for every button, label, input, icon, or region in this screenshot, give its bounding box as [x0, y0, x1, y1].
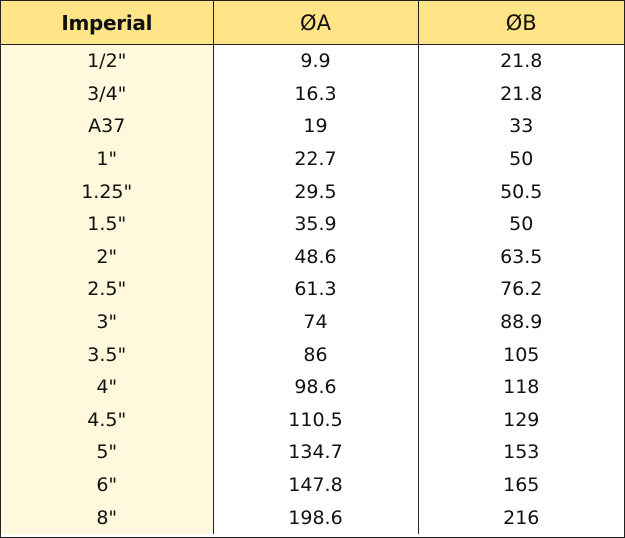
header-imperial: Imperial	[1, 1, 214, 45]
cell-diameter-b: 76.2	[500, 278, 543, 301]
cell-diameter-b: 50	[509, 148, 534, 171]
cell-diameter-a: 22.7	[213, 142, 419, 176]
table-row: 2" 48.6 63.5	[1, 240, 624, 274]
cell-diameter-b: 50.5	[500, 180, 543, 203]
table-row: 3/4" 16.3 21.8	[1, 77, 624, 111]
table-row: A37 19 33	[1, 110, 624, 143]
cell-imperial: 1.5"	[1, 207, 214, 241]
table-row: 5" 134.7 153	[1, 436, 624, 469]
table-row: 3" 74 88.9	[1, 305, 624, 339]
cell-imperial: 2"	[1, 240, 214, 274]
table-row: 1.5" 35.9 50	[1, 207, 624, 241]
cell-diameter-b: 129	[503, 408, 540, 431]
cell-imperial: 3/4"	[1, 77, 214, 111]
header-diameter-a: ØA	[213, 1, 419, 45]
cell-diameter-b: 118	[503, 376, 540, 399]
cell-imperial: 1.25"	[1, 175, 214, 208]
table-row: 4.5" 110.5 129	[1, 403, 624, 437]
cell-diameter-a: 86	[213, 338, 419, 371]
table-row: 1.25" 29.5 50.5	[1, 175, 624, 208]
cell-diameter-a: 35.9	[213, 207, 419, 241]
cell-imperial: A37	[1, 110, 214, 143]
cell-diameter-b: 105	[503, 343, 540, 366]
cell-diameter-a: 110.5	[213, 403, 419, 437]
header-diameter-b: ØB	[418, 1, 624, 45]
table-row: 2.5" 61.3 76.2	[1, 273, 624, 306]
cell-diameter-b: 216	[503, 506, 540, 529]
cell-diameter-a: 61.3	[213, 273, 419, 306]
cell-imperial: 2.5"	[1, 273, 214, 306]
cell-imperial: 5"	[1, 436, 214, 469]
cell-diameter-a: 98.6	[213, 370, 419, 404]
cell-diameter-b: 21.8	[500, 82, 543, 105]
cell-diameter-a: 74	[213, 305, 419, 339]
cell-imperial: 8"	[1, 501, 214, 534]
cell-diameter-a: 134.7	[213, 436, 419, 469]
table-row: 6" 147.8 165	[1, 468, 624, 502]
cell-diameter-a: 16.3	[213, 77, 419, 111]
table-row: 1" 22.7 50	[1, 142, 624, 176]
cell-diameter-b: 63.5	[500, 245, 543, 268]
cell-diameter-b: 165	[503, 474, 540, 497]
cell-diameter-b: 21.8	[500, 50, 543, 73]
cell-diameter-b: 88.9	[500, 311, 543, 334]
table-row: 1/2" 9.9 21.8	[1, 44, 624, 78]
cell-diameter-a: 29.5	[213, 175, 419, 208]
cell-diameter-a: 198.6	[213, 501, 419, 534]
cell-imperial: 4.5"	[1, 403, 214, 437]
cell-diameter-a: 19	[213, 110, 419, 143]
table-row: 3.5" 86 105	[1, 338, 624, 371]
cell-diameter-b: 33	[509, 115, 534, 138]
cell-imperial: 1/2"	[1, 44, 214, 78]
cell-diameter-b: 50	[509, 213, 534, 236]
cell-imperial: 4"	[1, 370, 214, 404]
table-body: 1/2" 9.9 21.8 3/4" 16.3 21.8 A37 19 33 1" 22.7 50 1.…	[1, 44, 624, 534]
cell-diameter-a: 48.6	[213, 240, 419, 274]
cell-imperial: 1"	[1, 142, 214, 176]
table-row: 4" 98.6 118	[1, 370, 624, 404]
cell-imperial: 3.5"	[1, 338, 214, 371]
cell-imperial: 3"	[1, 305, 214, 339]
cell-imperial: 6"	[1, 468, 214, 502]
table-row: 8" 198.6 216	[1, 501, 624, 534]
table-header-row: Imperial ØA ØB	[1, 1, 624, 45]
cell-diameter-a: 147.8	[213, 468, 419, 502]
cell-diameter-a: 9.9	[213, 44, 419, 78]
cell-diameter-b: 153	[503, 441, 540, 464]
